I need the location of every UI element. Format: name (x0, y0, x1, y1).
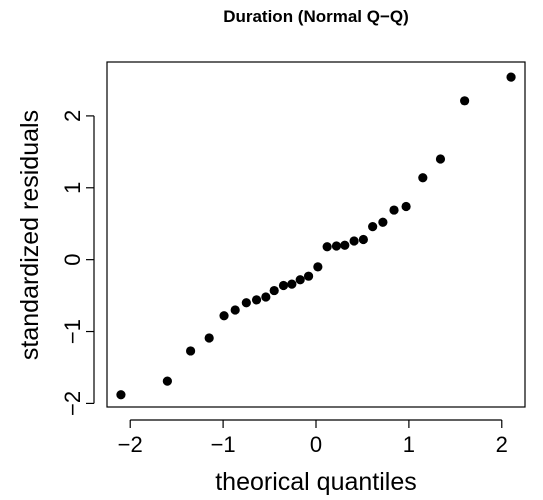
data-point (261, 292, 271, 302)
data-point (186, 346, 196, 356)
x-axis-label: theorical quantiles (215, 468, 417, 496)
data-point (303, 271, 314, 281)
x-tick-label: −2 (118, 432, 143, 457)
data-point (230, 305, 240, 315)
data-point (349, 236, 359, 246)
data-point (116, 390, 126, 400)
y-axis-label: standardized residuals (16, 110, 44, 360)
data-point (378, 217, 388, 227)
data-point (435, 154, 446, 164)
data-point (269, 285, 279, 296)
data-point (287, 279, 297, 289)
data-point (358, 234, 368, 245)
data-points (116, 72, 516, 400)
data-point (251, 295, 262, 305)
data-point (278, 280, 289, 291)
data-point (241, 298, 251, 308)
data-point (418, 173, 428, 183)
x-tick-label: 1 (403, 432, 415, 457)
data-point (219, 311, 229, 321)
x-tick-label: 0 (310, 432, 322, 457)
y-tick-label: 2 (60, 110, 85, 122)
y-tick-label: −1 (60, 319, 85, 344)
data-point (295, 275, 305, 285)
data-point (322, 242, 332, 252)
data-point (401, 201, 411, 212)
data-point (368, 221, 378, 232)
data-point (460, 96, 470, 106)
x-tick-label: −1 (211, 432, 236, 457)
y-tick-label: −2 (60, 391, 85, 416)
x-tick-label: 2 (496, 432, 508, 457)
data-point (506, 72, 516, 82)
plot-frame (106, 61, 526, 408)
data-point (204, 333, 214, 343)
chart-title: Duration (Normal Q−Q) (223, 7, 409, 26)
y-tick-label: 0 (60, 254, 85, 266)
y-tick-label: 1 (60, 182, 85, 194)
x-axis: −2 −1 0 1 2 (118, 419, 508, 457)
data-point (340, 240, 350, 250)
data-point (162, 376, 172, 386)
data-point (331, 241, 342, 251)
data-point (389, 205, 399, 215)
data-point (313, 262, 323, 272)
y-axis: −2 −1 0 1 2 (60, 110, 95, 416)
